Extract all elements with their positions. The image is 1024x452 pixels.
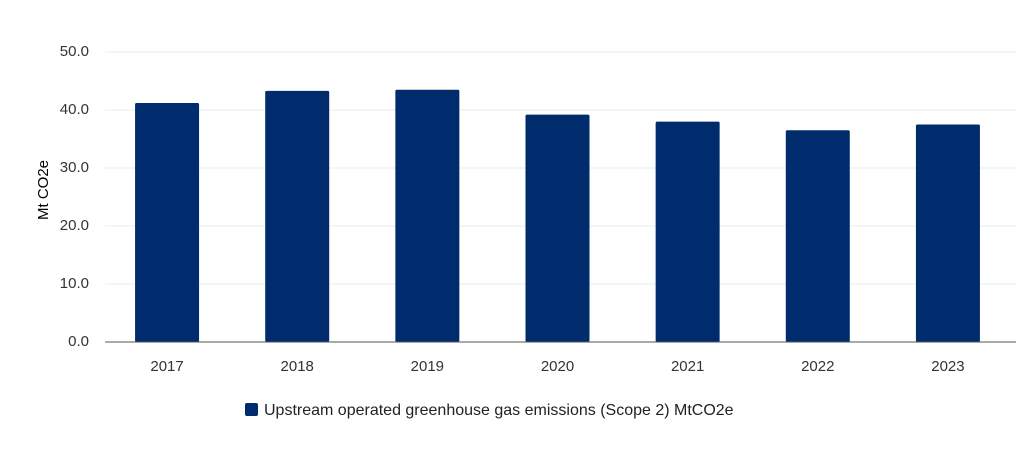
bar-2023[interactable]	[915, 124, 980, 343]
x-tick-label: 2023	[931, 358, 964, 375]
legend-label: Upstream operated greenhouse gas emissio…	[264, 402, 734, 419]
y-tick-label: 50.0	[60, 43, 89, 60]
bar-2018[interactable]	[265, 90, 330, 342]
x-tick-label: 2022	[801, 358, 834, 375]
bar-2019[interactable]	[395, 89, 460, 342]
x-tick-label: 2021	[671, 358, 704, 375]
x-axis-ticks: 2017 2018 2019 2020 2021 2022 2023	[150, 358, 964, 375]
bar-2021[interactable]	[655, 121, 720, 342]
x-tick-label: 2018	[281, 358, 314, 375]
bars	[135, 89, 980, 343]
bar-2022[interactable]	[785, 130, 850, 342]
y-tick-label: 0.0	[68, 333, 89, 350]
x-tick-label: 2019	[411, 358, 444, 375]
y-axis-title: Mt CO2e	[35, 160, 52, 220]
y-tick-label: 10.0	[60, 275, 89, 292]
bar-2020[interactable]	[525, 114, 590, 342]
bar-2017[interactable]	[135, 103, 200, 342]
legend-swatch	[245, 403, 258, 416]
y-axis-ticks: 0.0 10.0 20.0 30.0 40.0 50.0	[60, 43, 89, 350]
y-tick-label: 30.0	[60, 159, 89, 176]
y-tick-label: 20.0	[60, 217, 89, 234]
x-tick-label: 2020	[541, 358, 574, 375]
x-tick-label: 2017	[150, 358, 183, 375]
y-tick-label: 40.0	[60, 101, 89, 118]
legend[interactable]: Upstream operated greenhouse gas emissio…	[245, 402, 734, 419]
